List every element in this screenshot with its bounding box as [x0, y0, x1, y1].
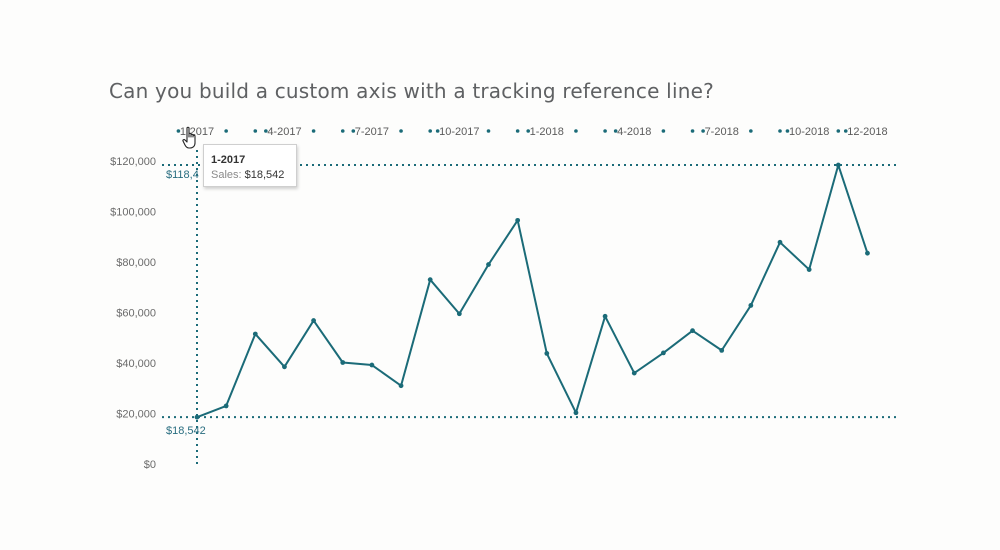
data-point — [631, 370, 637, 376]
x-tick-label: 4-2018 — [617, 126, 651, 138]
ref-label-max: $118,4 — [166, 169, 199, 181]
x-tick-dot — [603, 129, 607, 133]
x-tick-dot — [661, 129, 666, 133]
x-tick-dot — [690, 129, 695, 133]
x-tick-dot — [435, 129, 440, 133]
data-point — [690, 328, 695, 334]
ref-label-selected: $18,542 — [166, 425, 206, 437]
x-tick-label: 10-2018 — [789, 126, 829, 138]
data-point — [806, 267, 812, 272]
x-tick-dot — [253, 129, 258, 133]
x-tick-dot — [486, 129, 491, 133]
reference-labels: $118,4 $18,542 — [166, 169, 206, 437]
data-point — [456, 311, 462, 317]
x-tick-label: 7-2018 — [705, 126, 739, 138]
x-tick-label: 12-2018 — [847, 126, 887, 138]
x-tick-dot — [515, 129, 520, 133]
y-axis: $0 $20,000 $40,000 $60,000 $80,000 $100,000 $1… — [110, 156, 156, 471]
x-tick-label: 1-2018 — [530, 126, 564, 138]
data-point — [282, 364, 287, 370]
x-tick-dot — [749, 129, 753, 133]
tooltip-value: $18,542 — [244, 169, 285, 181]
data-point — [427, 277, 433, 283]
y-tick-label: $100,000 — [110, 207, 156, 219]
x-tick-label: 4-2017 — [267, 126, 301, 138]
data-point — [369, 362, 375, 368]
y-tick-label: $0 — [144, 459, 156, 471]
y-tick-label: $120,000 — [110, 156, 156, 168]
x-tick-dot — [428, 129, 433, 133]
x-tick-dot — [836, 129, 841, 133]
y-tick-label: $80,000 — [116, 257, 156, 269]
x-tick-label: 7-2017 — [355, 126, 389, 138]
data-point — [194, 414, 200, 420]
data-point — [748, 303, 754, 308]
x-tick-dot — [351, 129, 356, 133]
x-tick-dot — [264, 129, 268, 133]
y-tick-label: $40,000 — [116, 358, 156, 370]
x-tick-dot — [176, 129, 181, 133]
x-tick-label: 10-2017 — [439, 126, 479, 138]
data-point — [573, 410, 579, 416]
x-tick-dot — [613, 129, 618, 133]
tooltip-label: Sales: — [211, 169, 242, 181]
chart-title: Can you build a custom axis with a track… — [109, 79, 714, 103]
data-point — [544, 351, 550, 356]
data-point — [223, 403, 229, 409]
tooltip-title: 1-2017 — [211, 154, 246, 166]
x-tick-dot — [778, 129, 782, 133]
data-point — [515, 217, 521, 223]
x-tick-dot — [399, 129, 403, 133]
x-tick-dot — [224, 129, 228, 133]
tooltip: 1-2017 Sales: $18,542 — [203, 144, 297, 187]
data-point — [865, 250, 870, 256]
data-point — [777, 239, 783, 245]
x-tick-dot — [701, 129, 705, 133]
data-point — [486, 262, 491, 267]
x-tick-dot — [785, 129, 790, 133]
x-tick-dot — [526, 129, 530, 133]
x-tick-dot — [574, 129, 578, 133]
x-tick-dot — [340, 129, 345, 133]
hand-pointer-icon — [182, 126, 196, 149]
data-point — [398, 383, 404, 389]
x-axis: 1-2017 4-2017 7-2017 10-2017 1-2018 4-2018 7-2… — [176, 126, 888, 138]
x-tick-dot — [843, 129, 848, 133]
series-line — [196, 164, 869, 419]
reference-lines — [162, 150, 900, 464]
data-point — [835, 162, 841, 168]
data-point — [311, 318, 316, 323]
tooltip-row: Sales: $18,542 — [211, 167, 296, 183]
x-tick-dot — [311, 129, 316, 133]
data-point — [252, 331, 258, 337]
data-point — [602, 313, 608, 319]
series-group — [194, 162, 870, 420]
data-point — [661, 350, 666, 356]
y-tick-label: $20,000 — [116, 409, 156, 421]
y-tick-label: $60,000 — [116, 308, 156, 320]
data-point — [719, 347, 725, 353]
data-point — [340, 360, 346, 365]
